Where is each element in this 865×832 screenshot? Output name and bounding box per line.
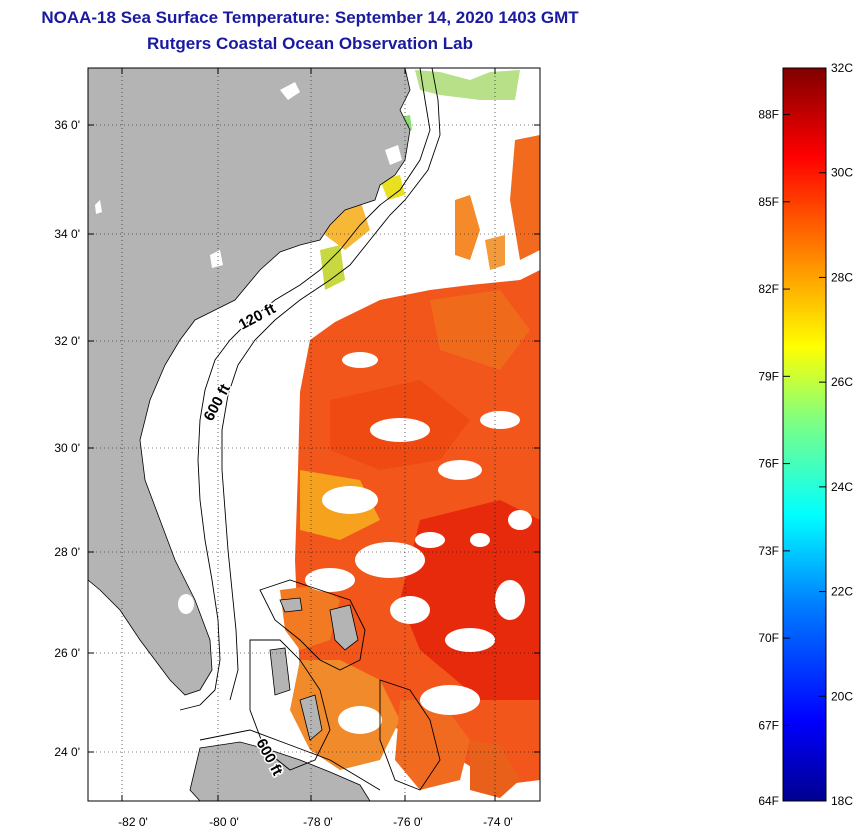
colorbar-f-label: 70F (758, 631, 779, 645)
longitude-labels: -82 0' -80 0' -78 0' -76 0' -74 0' (118, 815, 513, 829)
graticule-grid (88, 68, 540, 801)
map-title: NOAA-18 Sea Surface Temperature: Septemb… (41, 8, 579, 27)
colorbar-f-label: 76F (758, 457, 779, 471)
lat-label-24: 24 0' (54, 745, 80, 759)
bathymetry-contours (179, 68, 441, 791)
lat-label-36: 36 0' (54, 118, 80, 132)
map-plot-area: 120 ft 600 ft 600 ft (88, 68, 540, 801)
map-frame (87, 67, 541, 802)
colorbar-f-label: 85F (758, 195, 779, 209)
cloud-mask-layer (305, 352, 532, 734)
lon-label-80: -80 0' (209, 815, 239, 829)
colorbar-c-label: 32C (831, 61, 853, 75)
temperature-colorbar: 64F 67F 70F 73F 76F 79F 82F 85F 88F 18C 20C 22C 24C… (758, 61, 853, 808)
colorbar-c-label: 26C (831, 375, 853, 389)
colorbar-f-label: 79F (758, 369, 779, 383)
lon-label-74: -74 0' (483, 815, 513, 829)
lat-label-26: 26 0' (54, 646, 80, 660)
lon-label-76: -76 0' (393, 815, 423, 829)
colorbar-f-label: 67F (758, 718, 779, 732)
colorbar-f-label: 64F (758, 794, 779, 808)
colorbar-gradient (782, 67, 827, 802)
colorbar-c-label: 30C (831, 166, 853, 180)
colorbar-c-label: 28C (831, 270, 853, 284)
colorbar-c-label: 20C (831, 689, 853, 703)
lat-label-32: 32 0' (54, 334, 80, 348)
lon-label-82: -82 0' (118, 815, 148, 829)
colorbar-c-label: 18C (831, 794, 853, 808)
lon-label-78: -78 0' (303, 815, 333, 829)
land-layer (88, 68, 411, 801)
latitude-labels: 36 0' 34 0' 32 0' 30 0' 28 0' 26 0' 24 0… (54, 118, 80, 759)
colorbar-f-label: 82F (758, 282, 779, 296)
lat-label-30: 30 0' (54, 441, 80, 455)
sst-data-layer (260, 70, 540, 800)
colorbar-c-label: 22C (831, 585, 853, 599)
lat-label-34: 34 0' (54, 227, 80, 241)
map-subtitle: Rutgers Coastal Ocean Observation Lab (147, 34, 473, 53)
axis-ticks (88, 68, 540, 801)
colorbar-f-label: 88F (758, 108, 779, 122)
lat-label-28: 28 0' (54, 545, 80, 559)
colorbar-c-label: 24C (831, 480, 853, 494)
colorbar-f-label: 73F (758, 544, 779, 558)
